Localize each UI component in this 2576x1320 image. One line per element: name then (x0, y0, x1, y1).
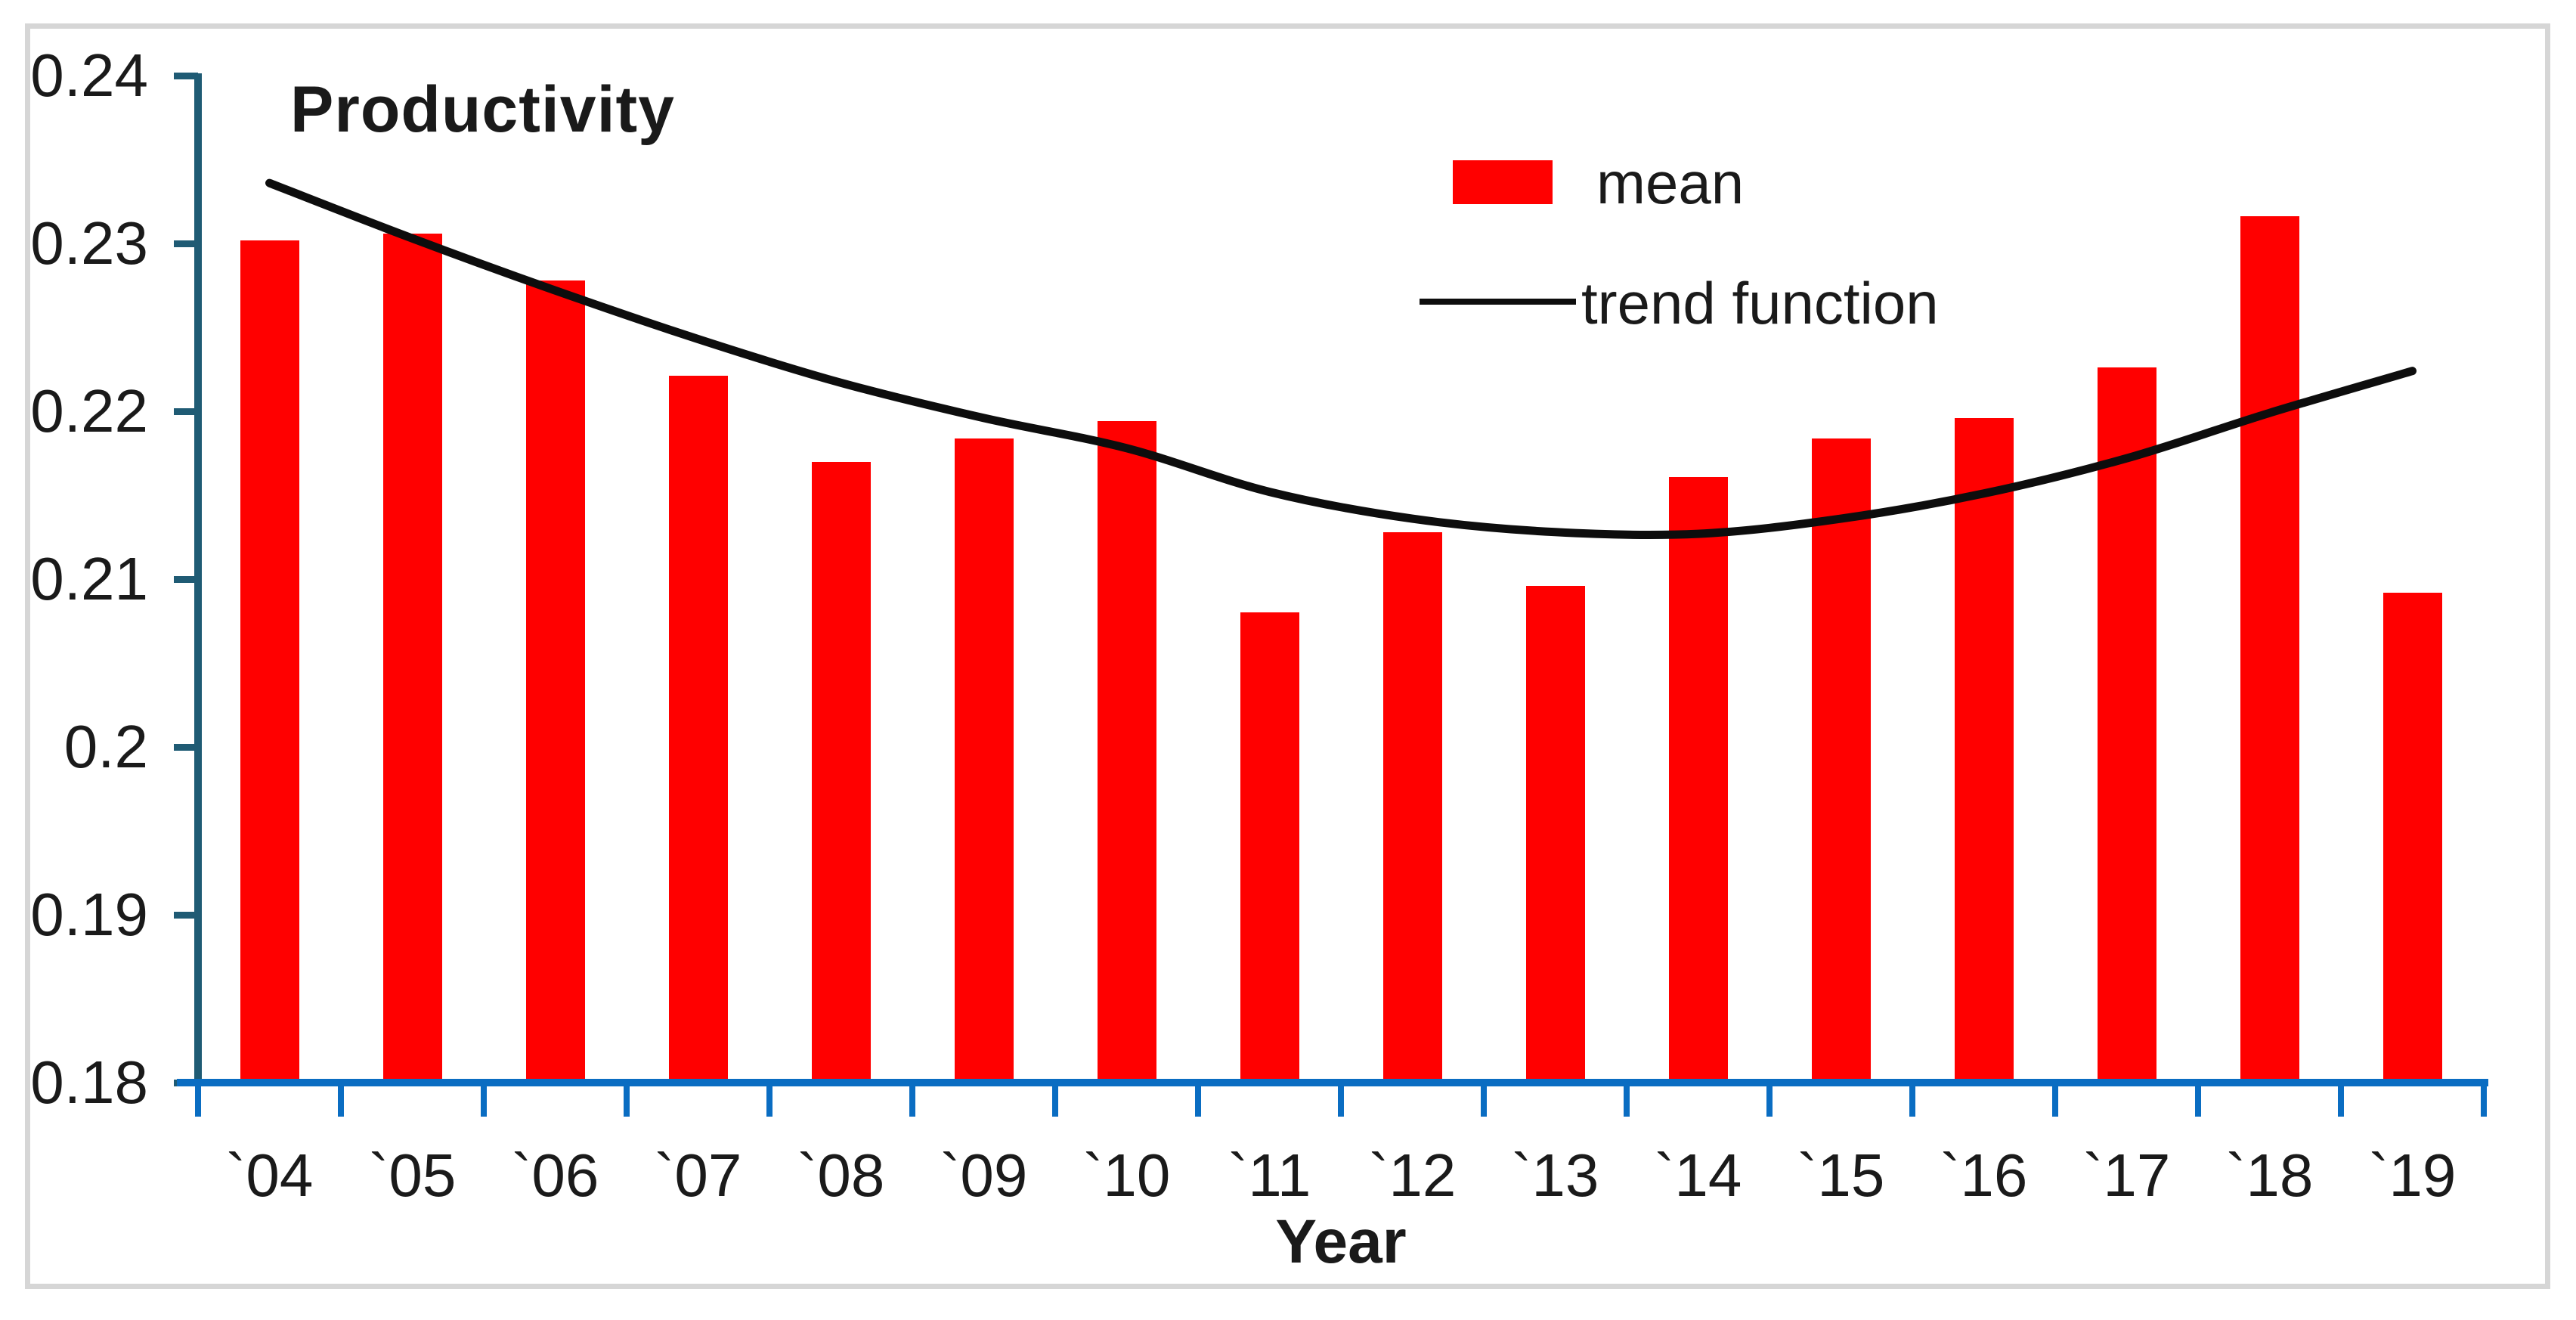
bar (1668, 476, 1728, 1083)
y-tick (174, 73, 198, 79)
x-tick-label: `14 (1654, 1142, 1742, 1209)
y-tick (174, 576, 198, 583)
x-tick-label: `13 (1511, 1142, 1599, 1209)
x-tick-label: `16 (1940, 1142, 2028, 1209)
x-tick (1338, 1086, 1344, 1117)
bar (1240, 612, 1299, 1083)
x-tick (2052, 1086, 2058, 1117)
y-tick (174, 240, 198, 247)
bar (1954, 417, 2014, 1083)
y-tick-label: 0.24 (30, 42, 148, 109)
bar (2382, 592, 2442, 1083)
bar (811, 461, 871, 1083)
bar (1382, 531, 1442, 1083)
x-tick (1766, 1086, 1773, 1117)
x-tick (766, 1086, 772, 1117)
x-tick-label: `04 (225, 1142, 314, 1209)
y-axis-line (194, 73, 202, 1085)
x-tick-label: `19 (2368, 1142, 2457, 1209)
x-tick-label: `17 (2082, 1142, 2171, 1209)
x-tick-label: `18 (2225, 1142, 2314, 1209)
x-tick-label: `12 (1368, 1142, 1457, 1209)
bar (1097, 421, 1156, 1083)
x-tick (1909, 1086, 1915, 1117)
bar (240, 240, 299, 1083)
x-tick-label: `15 (1797, 1142, 1885, 1209)
x-tick (1481, 1086, 1487, 1117)
x-tick-label: `10 (1082, 1142, 1171, 1209)
x-tick (2195, 1086, 2201, 1117)
y-tick-label: 0.19 (30, 881, 148, 948)
x-tick (2338, 1086, 2344, 1117)
x-tick-label: `06 (511, 1142, 599, 1209)
bar (954, 438, 1014, 1083)
y-tick-label: 0.22 (30, 377, 148, 445)
bar (2240, 216, 2299, 1083)
y-tick-label: 0.18 (30, 1049, 148, 1116)
bar (1811, 438, 1871, 1083)
bar (668, 376, 728, 1083)
y-tick-label: 0.21 (30, 545, 148, 612)
x-tick (338, 1086, 344, 1117)
y-tick (174, 744, 198, 751)
trend-line-path (265, 178, 2417, 540)
y-tick (174, 408, 198, 415)
x-tick (2481, 1086, 2487, 1117)
x-tick (1624, 1086, 1630, 1117)
y-tick-label: 0.2 (63, 713, 148, 780)
bar (2097, 367, 2156, 1083)
x-tick (1052, 1086, 1058, 1117)
bar (525, 280, 585, 1083)
x-axis-title: Year (1275, 1207, 1407, 1276)
x-tick-label: `08 (797, 1142, 885, 1209)
y-tick (174, 912, 198, 919)
y-tick-label: 0.23 (30, 209, 148, 277)
x-tick-label: `11 (1228, 1142, 1311, 1209)
x-tick (195, 1086, 201, 1117)
x-tick-label: `05 (368, 1142, 457, 1209)
bar (1525, 585, 1585, 1083)
x-tick (624, 1086, 630, 1117)
chart-title: Productivity (290, 73, 675, 146)
x-tick-label: `09 (940, 1142, 1028, 1209)
x-tick (909, 1086, 915, 1117)
x-tick (1195, 1086, 1201, 1117)
bar (382, 233, 442, 1083)
x-tick-label: `07 (654, 1142, 742, 1209)
x-tick (481, 1086, 487, 1117)
x-axis-line (177, 1079, 2488, 1086)
